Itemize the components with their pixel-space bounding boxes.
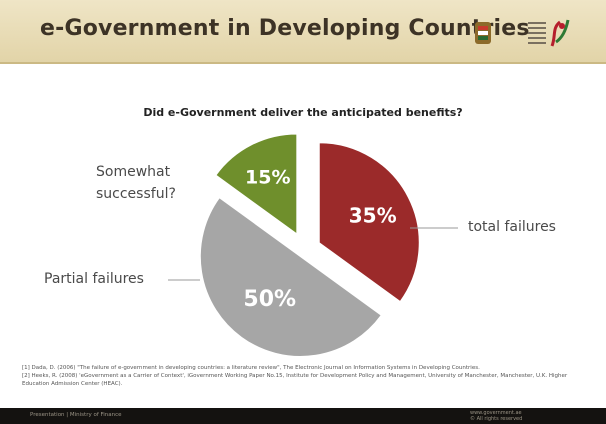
reference-2: [2] Heeks, R. (2008) 'eGovernment as a C…: [22, 373, 568, 387]
footer-website: www.government.ae: [470, 410, 522, 416]
slice-value-label: 35%: [349, 203, 397, 227]
slice-value-label: 15%: [245, 167, 290, 189]
footer: Presentation | Ministry of Finance www.g…: [0, 408, 606, 424]
slice-value-label: 50%: [243, 287, 296, 312]
footer-left-text: Presentation | Ministry of Finance: [30, 412, 122, 418]
callout-label: successful?: [96, 186, 176, 202]
callout-label: Somewhat: [96, 164, 171, 180]
emblem-icon: [475, 22, 491, 44]
logo-icon: [528, 19, 570, 47]
footer-right-text: www.government.ae © All rights reserved: [470, 410, 522, 422]
pie-slice-total-failures: [318, 142, 420, 303]
pie-slice-partial-failures: [199, 196, 382, 357]
callout-label: total failures: [468, 219, 556, 235]
slide-title: e-Government in Developing Countries: [40, 16, 530, 41]
callout-label: Partial failures: [44, 271, 144, 287]
chart-title: Did e-Government deliver the anticipated…: [143, 106, 463, 119]
slide-header: e-Government in Developing Countries: [0, 0, 606, 64]
references: [1] Dada, D. (2006) "The failure of e-go…: [22, 364, 594, 388]
pie-slice-somewhat-successful: [215, 133, 298, 235]
reference-1: [1] Dada, D. (2006) "The failure of e-go…: [22, 365, 480, 371]
footer-copyright: © All rights reserved: [470, 416, 523, 422]
